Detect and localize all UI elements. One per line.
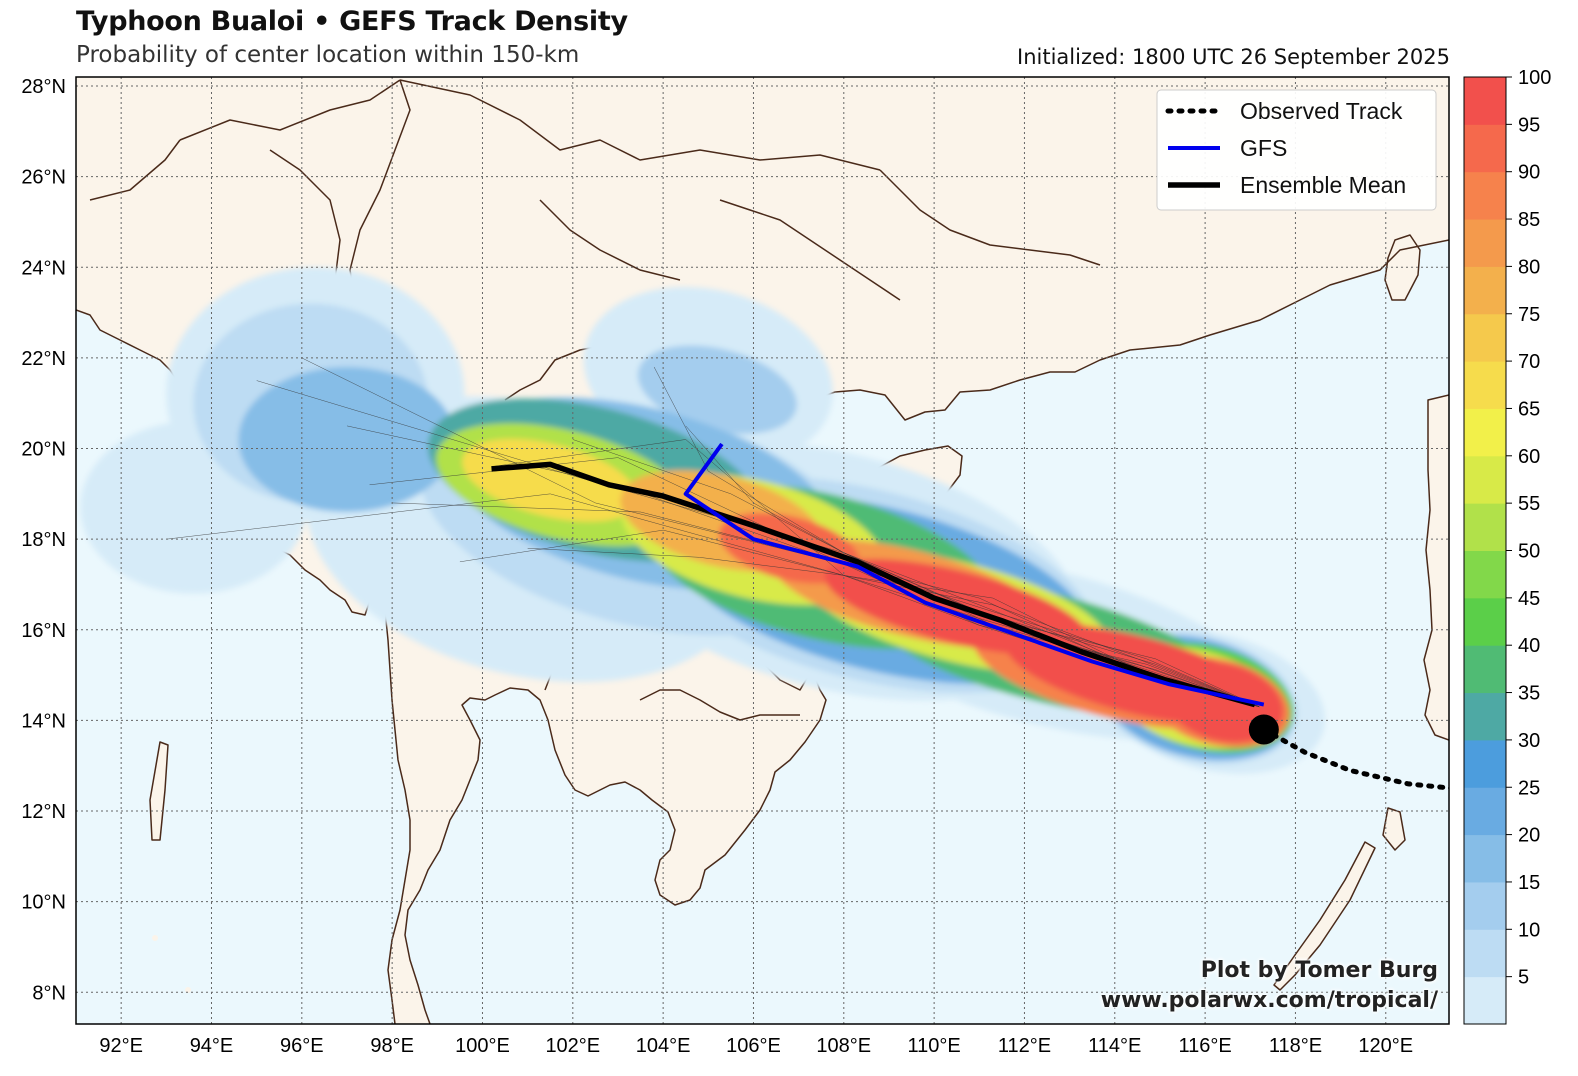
colorbar-label: 10 [1518, 919, 1540, 941]
legend-gfs-label: GFS [1240, 135, 1287, 161]
lat-tick-label: 22°N [21, 348, 66, 370]
lon-tick-label: 112°E [998, 1035, 1051, 1057]
colorbar-label: 60 [1518, 446, 1540, 468]
lat-tick-label: 16°N [21, 620, 66, 642]
colorbar-segment [1464, 692, 1506, 741]
lon-tick-label: 120°E [1358, 1035, 1413, 1057]
density-contour [462, 438, 639, 522]
andaman-islands [150, 742, 168, 840]
colorbar-segment [1464, 645, 1506, 694]
colorbar-label: 30 [1518, 730, 1540, 752]
colorbar-segment [1464, 834, 1506, 883]
lon-tick-label: 110°E [908, 1035, 961, 1057]
lon-tick-label: 92°E [99, 1035, 143, 1057]
gfs-track-line [683, 442, 1265, 707]
lon-tick-label: 100°E [455, 1035, 510, 1057]
lon-tick-label: 98°E [370, 1035, 414, 1057]
colorbar-segment [1464, 171, 1506, 220]
lat-tick-label: 18°N [21, 529, 66, 551]
colorbar-segment [1464, 739, 1506, 788]
colorbar-label: 100 [1518, 67, 1551, 89]
colorbar-frame [1463, 76, 1507, 1025]
colorbar-label: 70 [1518, 351, 1540, 373]
colorbar-label: 75 [1518, 304, 1540, 326]
colorbar-segment [1464, 503, 1506, 551]
lat-tick-label: 10°N [21, 892, 66, 914]
colorbar-segment [1464, 929, 1506, 978]
colorbar-label: 20 [1518, 825, 1540, 847]
ensemble-member-track [256, 380, 1260, 708]
colorbar-segment [1464, 361, 1506, 409]
probability-colorbar [1464, 76, 1512, 1025]
lon-tick-label: 104°E [636, 1035, 691, 1057]
colorbar-label: 15 [1518, 872, 1540, 894]
lon-tick-label: 102°E [545, 1035, 600, 1057]
colorbar-label: 95 [1518, 114, 1540, 136]
credit-url: www.polarwx.com/tropical/ [1100, 988, 1438, 1013]
colorbar-label: 45 [1518, 588, 1540, 610]
mindoro-island [1383, 808, 1405, 850]
longitude-tick-labels: 92°E 94°E 96°E 98°E 100°E 102°E 104°E 106°E 108°… [99, 1035, 1413, 1057]
lon-tick-label: 118°E [1269, 1035, 1322, 1057]
colorbar-label: 50 [1518, 541, 1540, 563]
lat-tick-label: 28°N [21, 76, 66, 98]
lat-tick-label: 12°N [21, 801, 66, 823]
colorbar-label: 35 [1518, 683, 1540, 705]
gridlines [76, 77, 1449, 1024]
island-sm-1 [152, 935, 158, 941]
colorbar-segment [1464, 313, 1506, 362]
island-sm-2 [185, 987, 191, 993]
colorbar-label: 65 [1518, 398, 1540, 420]
density-contour [238, 366, 456, 512]
colorbar-segment [1464, 881, 1506, 930]
legend-mean-label: Ensemble Mean [1240, 172, 1406, 198]
lat-tick-label: 20°N [21, 439, 66, 461]
legend: Observed Track GFS Ensemble Mean [1156, 89, 1437, 211]
lat-tick-label: 8°N [32, 982, 66, 1004]
map-subtitle: Probability of center location within 15… [76, 42, 580, 68]
initialized-time: Initialized: 1800 UTC 26 September 2025 [1017, 45, 1450, 69]
plot-frame [75, 76, 1450, 1025]
lon-tick-label: 96°E [280, 1035, 324, 1057]
lon-tick-label: 94°E [190, 1035, 234, 1057]
lon-tick-label: 108°E [816, 1035, 871, 1057]
map-title: Typhoon Bualoi • GEFS Track Density [76, 6, 628, 37]
lon-tick-label: 106°E [726, 1035, 781, 1057]
current-position-marker [1248, 714, 1279, 745]
colorbar-segment [1464, 408, 1506, 457]
colorbar-segment [1464, 219, 1506, 267]
colorbar-segment [1464, 550, 1506, 599]
colorbar-segment [1464, 77, 1506, 125]
colorbar-label: 85 [1518, 209, 1540, 231]
palawan-island [1274, 842, 1375, 990]
lat-tick-label: 14°N [21, 710, 66, 732]
luzon-island [1424, 395, 1449, 740]
observed-track-line [1261, 727, 1449, 791]
colorbar-segment [1464, 455, 1506, 504]
colorbar-label: 80 [1518, 256, 1540, 278]
legend-observed-label: Observed Track [1240, 98, 1403, 124]
colorbar-segment [1464, 787, 1506, 836]
lon-tick-label: 116°E [1178, 1035, 1231, 1057]
ensemble-member-track [572, 439, 1260, 708]
legend-box [1156, 89, 1437, 211]
colorbar-label: 25 [1518, 777, 1540, 799]
colorbar-segment [1464, 597, 1506, 646]
colorbar-label: 90 [1518, 162, 1540, 184]
lat-tick-label: 26°N [21, 167, 66, 189]
colorbar-labels: 5 10 15 20 25 30 35 40 45 50 55 60 65 70 75 80 85 90 95 100 [1518, 67, 1551, 989]
colorbar-segment [1464, 266, 1506, 315]
lon-tick-label: 114°E [1088, 1035, 1141, 1057]
colorbar-segment [1464, 976, 1506, 1025]
colorbar-label: 5 [1518, 967, 1529, 989]
colorbar-label: 55 [1518, 493, 1540, 515]
latitude-tick-labels: 8°N 10°N 12°N 14°N 16°N 18°N 20°N 22°N 24°N 26°N 2… [21, 76, 66, 1004]
ensemble-mean-track-line [491, 461, 1256, 708]
colorbar-label: 40 [1518, 635, 1540, 657]
lat-tick-label: 24°N [21, 257, 66, 279]
colorbar-segment [1464, 124, 1506, 173]
credit-author: Plot by Tomer Burg [1200, 958, 1438, 983]
